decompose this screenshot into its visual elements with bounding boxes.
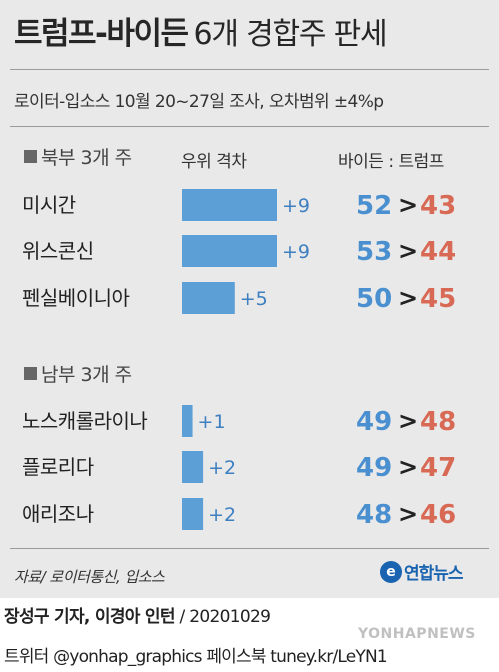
title-rest: 6개 경합주 판세 [193,17,388,52]
subtitle: 로이터-입소스 10월 20~27일 조사, 오차범위 ±4%p [14,92,384,112]
trump-value-1: 44 [420,237,456,267]
biden-value-0: 52 [356,191,392,221]
section-square-icon [24,367,37,380]
gap-label-4: +2 [208,457,236,479]
credit-names: 장성구 기자, 이경아 인턴 [4,607,176,627]
subtitle-divider [10,126,489,127]
gap-bar-2 [182,282,235,314]
section-north-label: 북부 3개 주 [41,147,132,169]
gap-bar-0 [182,189,277,221]
state-label-5: 애리조나 [22,502,94,526]
gap-label-2: +5 [240,288,268,310]
comparison-mark-2: > [398,284,418,312]
title-divider [10,69,489,70]
gap-bar-4 [182,451,204,483]
section-south: 남부 3개 주 [24,360,132,387]
trump-value-2: 45 [420,284,456,314]
trump-value-5: 46 [420,500,456,530]
social-links: 트위터 @yonhap_graphics 페이스북 tuney.kr/LeYN1 [4,647,388,667]
comparison-mark-3: > [398,407,418,435]
comparison-mark-1: > [398,237,418,265]
credit-date: 20201029 [189,607,271,627]
gap-bar-5 [182,498,204,530]
column-header-gap: 우위 격차 [181,152,247,172]
comparison-mark-5: > [398,500,418,528]
yonhap-logo-icon: e [380,560,402,583]
gap-bar-3 [182,405,193,437]
credit-separator: / [174,607,190,627]
gap-label-3: +1 [198,411,226,433]
gap-label-0: +9 [282,195,310,217]
footer-divider [10,548,489,549]
trump-value-0: 43 [420,191,456,221]
yonhap-logo: e 연합뉴스 [380,559,464,584]
gap-label-5: +2 [208,504,236,526]
gap-label-1: +9 [282,241,310,263]
trump-value-3: 48 [420,407,456,437]
trump-value-4: 47 [420,453,456,483]
section-square-icon [24,150,37,163]
state-label-1: 위스콘신 [22,239,94,263]
column-header-candidates: 바이든 : 트럼프 [338,152,444,172]
biden-value-2: 50 [356,284,392,314]
biden-value-1: 53 [356,237,392,267]
biden-value-4: 49 [356,453,392,483]
title-main: 트럼프-바이든 [14,16,189,52]
yonhap-logo-text: 연합뉴스 [404,564,464,584]
gap-bar-1 [182,235,277,267]
watermark: YONHAPNEWS [358,626,476,642]
state-label-3: 노스캐롤라이나 [22,409,147,433]
biden-value-5: 48 [356,500,392,530]
state-label-2: 펜실베이니아 [22,286,129,310]
source-note: 자료/ 로이터통신, 입소스 [14,568,165,586]
section-north: 북부 3개 주 [24,143,132,170]
comparison-mark-0: > [398,191,418,219]
biden-value-3: 49 [356,407,392,437]
state-label-4: 플로리다 [22,455,94,479]
infographic-card: 트럼프-바이든 6개 경합주 판세 로이터-입소스 10월 20~27일 조사, … [0,0,499,598]
comparison-mark-4: > [398,453,418,481]
section-south-label: 남부 3개 주 [41,364,132,386]
state-label-0: 미시간 [22,193,76,217]
page-title: 트럼프-바이든 6개 경합주 판세 [14,8,388,53]
credit-line: 장성구 기자, 이경아 인턴 / 20201029 [4,602,271,627]
